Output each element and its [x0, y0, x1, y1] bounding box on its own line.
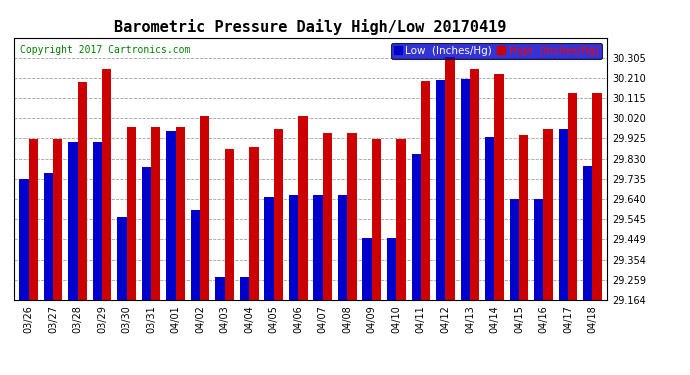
- Bar: [19, 179, 28, 300]
- Bar: [347, 133, 357, 300]
- Bar: [421, 81, 430, 300]
- Bar: [166, 131, 176, 300]
- Bar: [534, 199, 544, 300]
- Title: Barometric Pressure Daily High/Low 20170419: Barometric Pressure Daily High/Low 20170…: [115, 19, 506, 35]
- Legend: Low  (Inches/Hg), High  (Inches/Hg): Low (Inches/Hg), High (Inches/Hg): [391, 43, 602, 59]
- Bar: [289, 195, 298, 300]
- Bar: [191, 210, 200, 300]
- Bar: [396, 140, 406, 300]
- Bar: [362, 238, 372, 300]
- Bar: [43, 173, 53, 300]
- Bar: [53, 140, 62, 300]
- Bar: [77, 82, 87, 300]
- Bar: [460, 79, 470, 300]
- Bar: [298, 116, 308, 300]
- Bar: [151, 127, 161, 300]
- Bar: [126, 127, 136, 300]
- Bar: [225, 149, 234, 300]
- Bar: [142, 167, 151, 300]
- Bar: [200, 116, 210, 300]
- Bar: [372, 140, 381, 300]
- Bar: [313, 195, 323, 300]
- Bar: [583, 166, 593, 300]
- Bar: [249, 147, 259, 300]
- Bar: [338, 195, 347, 300]
- Bar: [68, 142, 77, 300]
- Bar: [92, 142, 102, 300]
- Bar: [176, 127, 185, 300]
- Bar: [274, 129, 283, 300]
- Text: Copyright 2017 Cartronics.com: Copyright 2017 Cartronics.com: [20, 45, 190, 56]
- Bar: [240, 278, 249, 300]
- Bar: [495, 74, 504, 300]
- Bar: [510, 199, 519, 300]
- Bar: [519, 135, 529, 300]
- Bar: [593, 93, 602, 300]
- Bar: [445, 57, 455, 300]
- Bar: [411, 154, 421, 300]
- Bar: [264, 197, 274, 300]
- Bar: [117, 217, 126, 300]
- Bar: [559, 129, 568, 300]
- Bar: [215, 278, 225, 300]
- Bar: [485, 137, 495, 300]
- Bar: [323, 133, 332, 300]
- Bar: [436, 80, 445, 300]
- Bar: [470, 69, 479, 300]
- Bar: [387, 238, 396, 300]
- Bar: [102, 69, 111, 300]
- Bar: [568, 93, 578, 300]
- Bar: [544, 129, 553, 300]
- Bar: [28, 140, 38, 300]
